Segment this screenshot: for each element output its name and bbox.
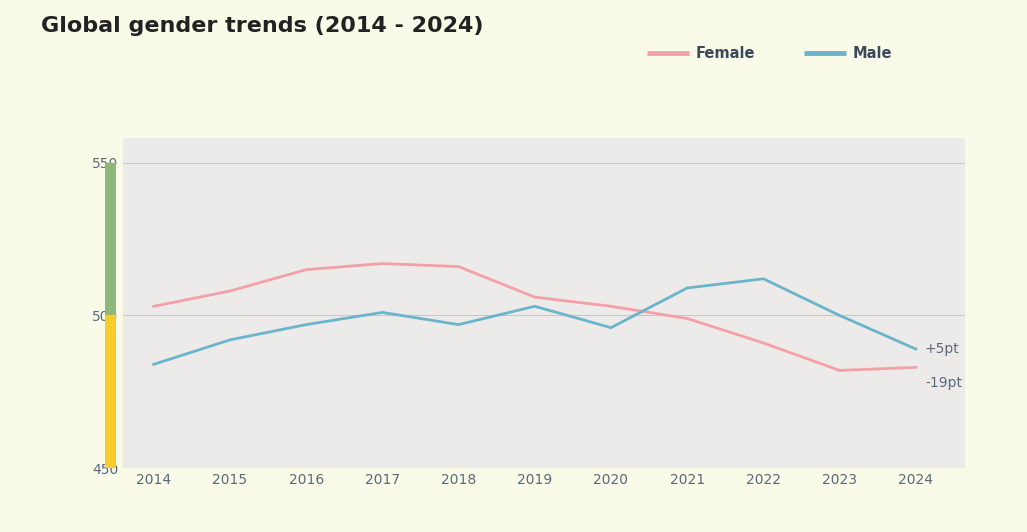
Text: -19pt: -19pt [925,376,962,389]
Bar [105,163,116,315]
Text: Male: Male [853,46,892,61]
Text: Global gender trends (2014 - 2024): Global gender trends (2014 - 2024) [41,16,484,36]
Text: Female: Female [696,46,756,61]
Text: +5pt: +5pt [925,342,960,356]
Bar [105,315,116,468]
